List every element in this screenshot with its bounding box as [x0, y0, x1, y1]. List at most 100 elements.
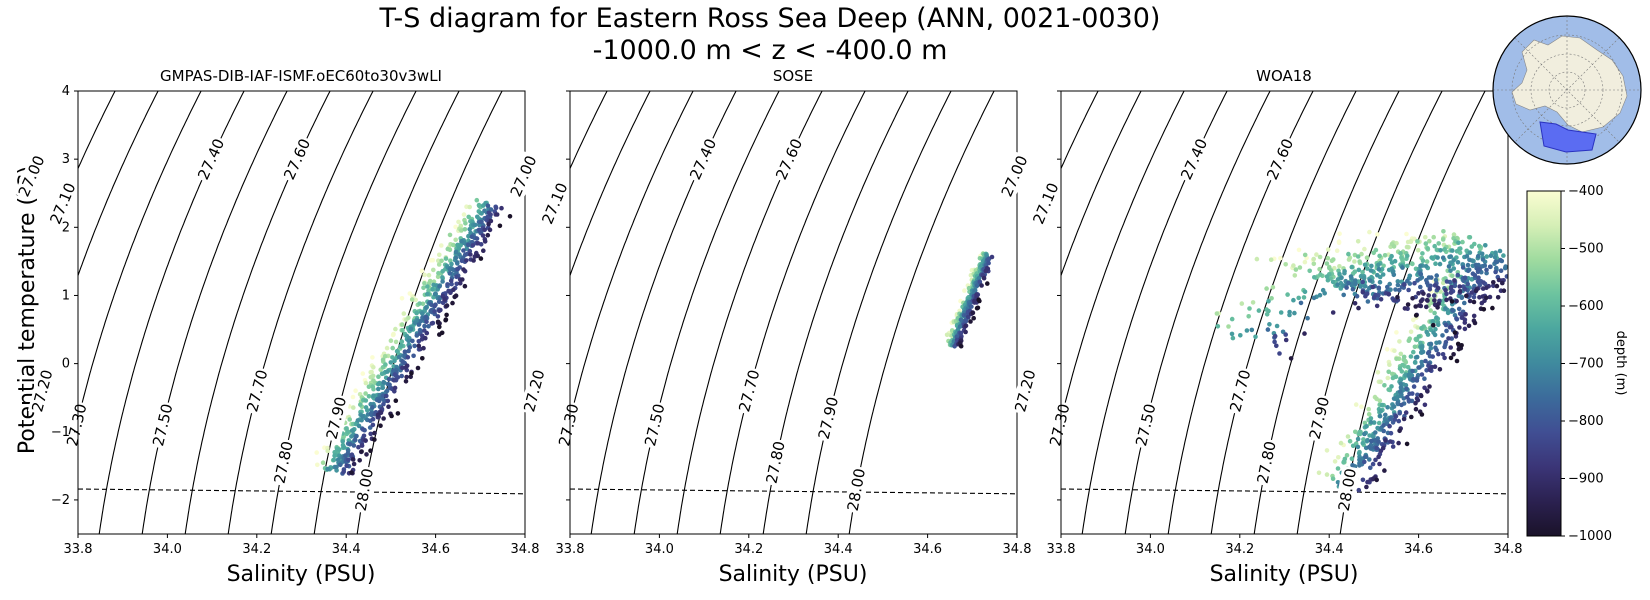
ts-point [1285, 292, 1290, 297]
ts-point [1517, 265, 1522, 270]
ts-point [1376, 454, 1381, 460]
ts-point [435, 319, 441, 325]
ts-point [349, 470, 354, 475]
density-contour-27-10 [570, 91, 608, 170]
ts-point [368, 431, 374, 437]
ts-point [1364, 424, 1369, 429]
ts-point [1440, 333, 1445, 338]
ts-point [1277, 351, 1282, 356]
ts-point [453, 224, 458, 230]
ts-point [1344, 453, 1350, 458]
ts-point [1398, 381, 1404, 387]
ts-point [452, 294, 458, 300]
ts-point [417, 301, 422, 306]
ts-point [347, 442, 353, 447]
ts-point [1487, 264, 1493, 270]
ts-point [1516, 268, 1521, 273]
contour-label-27-80: 27.80 [270, 440, 296, 486]
ts-point [398, 343, 404, 348]
ts-point [1467, 250, 1473, 255]
ts-point [1353, 281, 1358, 287]
ts-point [443, 256, 449, 261]
ts-point [1472, 273, 1478, 278]
ts-point [1298, 300, 1304, 306]
ts-point [1266, 308, 1271, 314]
ts-point [1355, 239, 1361, 244]
ts-point [1382, 468, 1387, 473]
ts-point [1337, 271, 1342, 277]
ts-point [435, 274, 441, 280]
colorbar-label: depth (m) [1613, 331, 1628, 396]
contour-label-gap [1334, 465, 1361, 514]
ts-point [1418, 393, 1424, 399]
ts-point [405, 355, 411, 360]
ts-point [1265, 327, 1271, 332]
ts-point [1398, 385, 1404, 390]
ts-point [466, 242, 471, 248]
ts-point [507, 214, 513, 219]
ts-point [1287, 309, 1292, 315]
ts-point [1519, 305, 1524, 310]
ts-point [1405, 364, 1411, 370]
ts-point [1397, 428, 1402, 434]
ts-point [421, 345, 426, 351]
panel-model-points [314, 197, 513, 476]
density-contour-27-50 [633, 91, 780, 534]
ts-point [458, 281, 463, 286]
ts-point [1519, 286, 1524, 291]
x-tick-label: 34.4 [1315, 542, 1344, 557]
ts-point [1246, 314, 1251, 319]
contour-label-28-00: 28.00 [352, 467, 377, 512]
ts-point [1426, 349, 1432, 355]
ts-point [958, 343, 964, 349]
ts-point [1336, 455, 1341, 460]
ts-point [1493, 269, 1498, 275]
ts-point [1330, 476, 1336, 482]
x-tick-label: 34.4 [824, 542, 853, 557]
ts-point [1360, 279, 1365, 285]
ts-point [1405, 239, 1411, 245]
contour-label-27-80: 27.80 [762, 440, 788, 486]
x-tick-label: 34.8 [1003, 542, 1032, 557]
ts-point [363, 391, 368, 396]
ts-point [1377, 253, 1382, 259]
ts-point [1420, 349, 1426, 355]
colorbar-tick-label: −400 [1568, 184, 1604, 199]
ts-point [1421, 291, 1426, 296]
contour-label-gap [997, 151, 1033, 201]
ts-point [392, 372, 398, 377]
ts-point [963, 329, 968, 335]
ts-point [1253, 334, 1258, 340]
colorbar-tick-label: −500 [1568, 242, 1604, 257]
ts-point [1395, 282, 1401, 288]
ts-point [356, 423, 362, 429]
ts-point [462, 283, 468, 289]
ts-point [1484, 270, 1489, 276]
ts-point [1457, 246, 1462, 252]
ts-point [1356, 487, 1362, 493]
ts-point [1376, 285, 1382, 291]
ts-point [1456, 306, 1462, 312]
ts-point [1491, 283, 1496, 289]
ts-point [1498, 268, 1504, 274]
ts-point [385, 398, 391, 404]
ts-point [1272, 339, 1277, 345]
ts-point [1391, 396, 1397, 401]
ts-point [478, 256, 484, 261]
inset-region-eastern-ross-sea [1539, 121, 1597, 153]
ts-point [1378, 297, 1384, 302]
ts-point [1381, 423, 1386, 428]
ts-point [1471, 299, 1477, 305]
ts-point [370, 355, 375, 360]
ts-point [1353, 278, 1358, 283]
ts-point [1434, 273, 1439, 278]
panel-woa18-frame [1060, 90, 1509, 535]
ts-point [1427, 287, 1433, 292]
ts-point [1483, 243, 1488, 248]
ts-point [466, 233, 471, 239]
contour-label-gap [1253, 438, 1281, 487]
ts-point [344, 463, 350, 469]
ts-point [1464, 253, 1470, 259]
ts-point [459, 239, 464, 244]
ts-point [439, 243, 444, 248]
